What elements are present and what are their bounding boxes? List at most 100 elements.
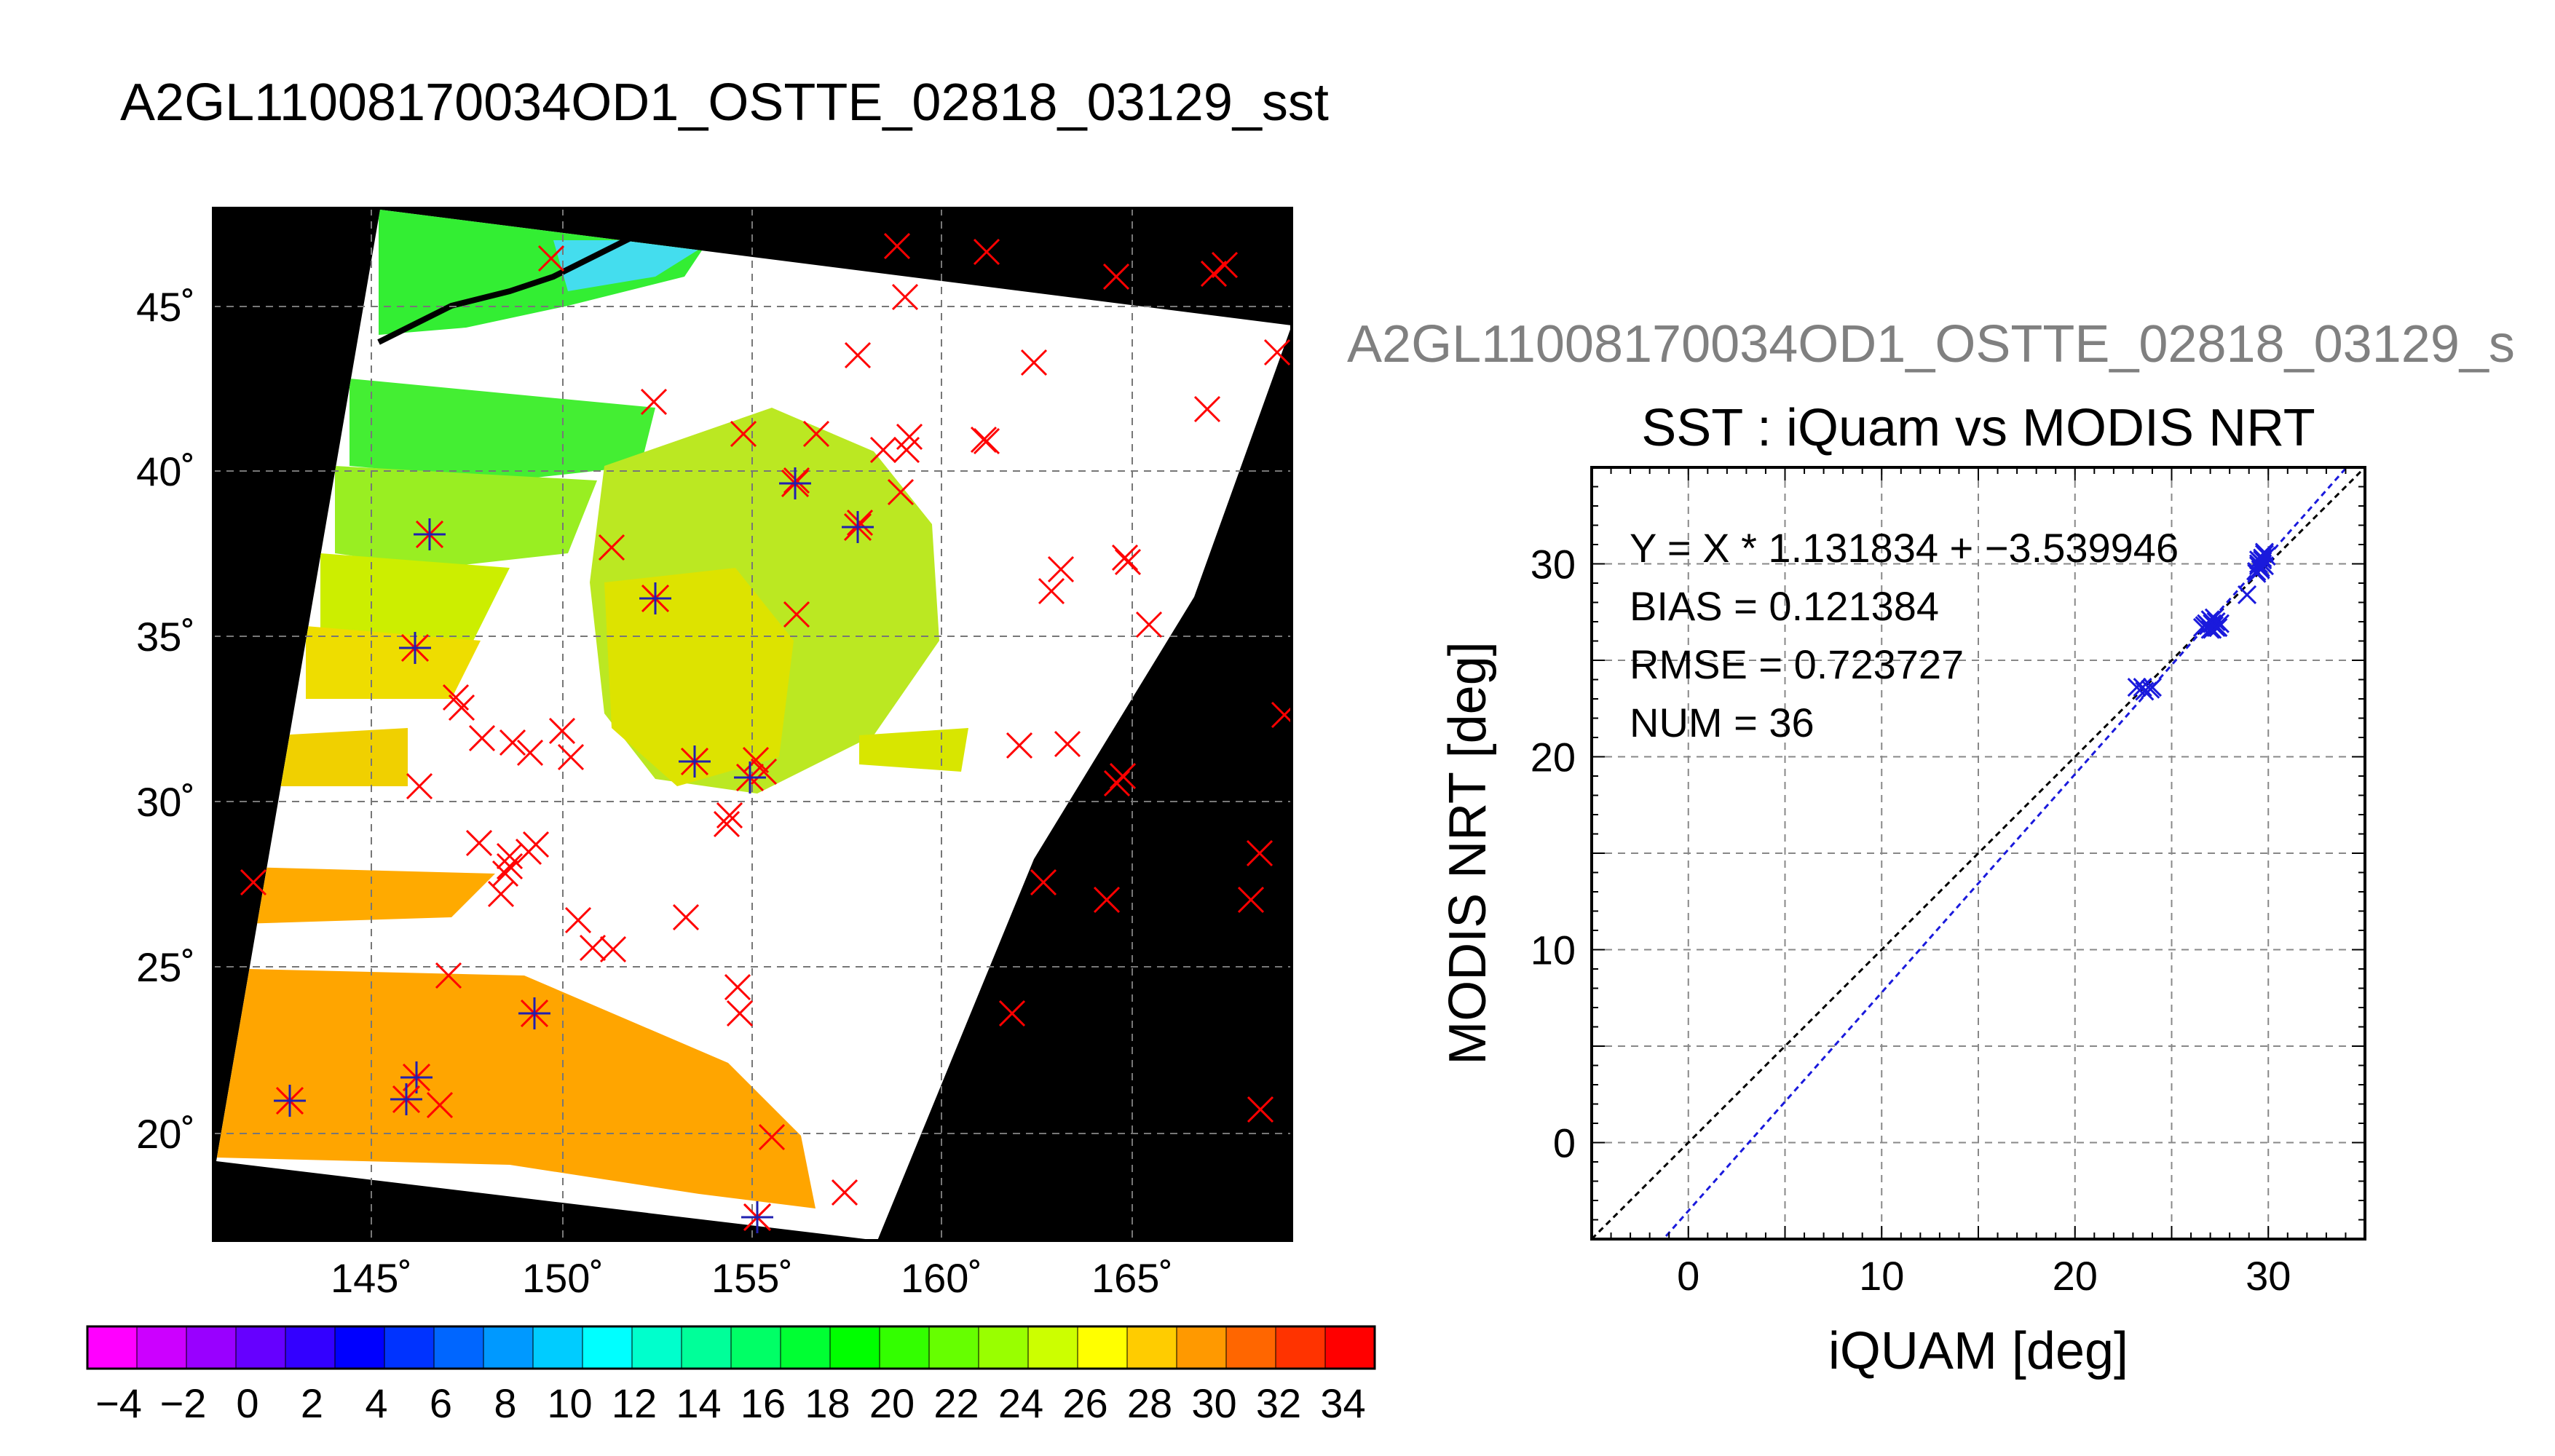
colorbar-tick-label: −2	[160, 1380, 207, 1426]
x-tick-label: 30	[2246, 1253, 2291, 1299]
sst-lightgreen-band	[335, 466, 597, 568]
bias-value: BIAS = 0.121384	[1630, 583, 1939, 629]
matchup-x-marker	[1263, 339, 1291, 366]
colorbar-cell	[532, 1326, 583, 1369]
map-axis-labels: 20˚ 25˚ 30˚ 35˚ 40˚ 45˚ 145˚ 150˚ 155˚ 160˚ 165˚	[136, 284, 1173, 1301]
sst-yellowgreen-band	[320, 553, 510, 641]
colorbar-cell	[631, 1326, 682, 1369]
matchup-x-marker	[598, 534, 625, 561]
matchup-x-marker	[724, 973, 751, 1001]
matchup-x-marker	[716, 802, 743, 829]
lat-tick-label: 40˚	[136, 448, 195, 494]
matchup-x-marker	[973, 427, 1000, 455]
colorbar-cell	[928, 1326, 979, 1369]
matchup-x-marker	[726, 1000, 754, 1027]
matchup-x-marker	[435, 962, 462, 989]
scatter-title: SST : iQuam vs MODIS NRT	[1641, 399, 2315, 457]
sst-green-band	[350, 379, 655, 480]
colorbar-cell	[1275, 1326, 1326, 1369]
matchup-star-marker	[399, 632, 431, 664]
matchup-x-marker	[1103, 769, 1131, 797]
matchup-x-marker	[672, 903, 700, 931]
colorbar-tick-label: 12	[612, 1380, 657, 1426]
matchup-x-marker	[1211, 251, 1239, 279]
matchup-x-marker	[640, 388, 668, 416]
colorbar-tick-label: 22	[933, 1380, 979, 1426]
matchup-x-marker	[515, 838, 542, 866]
matchup-x-marker	[499, 729, 526, 756]
matchup-x-marker	[1114, 548, 1142, 576]
matchup-x-marker	[831, 1179, 858, 1206]
matchup-x-marker	[496, 852, 524, 880]
lat-tick-label: 35˚	[136, 614, 195, 660]
matchup-star-marker	[390, 1083, 422, 1115]
matchup-x-marker	[883, 232, 911, 260]
matchup-x-marker	[579, 934, 607, 962]
matchup-x-marker	[998, 1000, 1026, 1027]
colorbar-cell	[681, 1326, 732, 1369]
matchup-x-marker	[1271, 701, 1292, 729]
colorbar-cell	[433, 1326, 484, 1369]
colorbar-tick-label: 18	[805, 1380, 850, 1426]
lon-tick-label: 150˚	[522, 1255, 604, 1301]
scatter-point	[2206, 617, 2226, 638]
lon-tick-label: 165˚	[1091, 1255, 1173, 1301]
matchup-star-marker	[518, 997, 550, 1029]
matchup-x-marker	[1054, 730, 1081, 758]
matchup-x-marker	[713, 810, 741, 838]
colorbar-cell	[1225, 1326, 1276, 1369]
matchup-x-marker	[1030, 869, 1057, 896]
colorbar-tick-label: 6	[430, 1380, 452, 1426]
colorbar-tick-label: 32	[1256, 1380, 1301, 1426]
matchup-markers	[240, 232, 1292, 1233]
lat-tick-label: 30˚	[136, 779, 195, 825]
scatter-point	[2251, 558, 2270, 577]
colorbar-cell	[1027, 1326, 1078, 1369]
colorbar-labels: −4 −2 0 2 4 6 8 10 12 14 16 18 20 22 24 26 28 30 32 34	[95, 1380, 1366, 1426]
stats-annotations: Y = X * 1.131834 + −3.539946 BIAS = 0.12…	[1630, 525, 2179, 745]
scatter-point	[2195, 616, 2214, 636]
lon-tick-label: 145˚	[331, 1255, 412, 1301]
colorbar-tick-label: 2	[301, 1380, 323, 1426]
matchup-x-marker	[758, 1123, 786, 1151]
matchup-x-marker	[750, 758, 778, 786]
colorbar-cell	[730, 1326, 781, 1369]
colorbar-tick-label: 28	[1127, 1380, 1172, 1426]
matchup-x-marker	[742, 746, 770, 774]
colorbar-cell	[136, 1326, 187, 1369]
matchup-x-marker	[1093, 886, 1121, 914]
matchup-x-marker	[468, 724, 496, 752]
matchup-x-marker	[487, 880, 515, 908]
colorbar-cell	[1324, 1326, 1375, 1369]
scatter-point	[2135, 681, 2155, 701]
matchup-x-marker	[406, 772, 433, 800]
matchup-star-marker	[639, 582, 671, 614]
scatter-point	[2200, 620, 2220, 639]
x-tick-label: 0	[1677, 1253, 1699, 1299]
matchup-star-marker	[400, 1061, 433, 1093]
colorbar-tick-label: 16	[741, 1380, 786, 1426]
sst-south-orange	[216, 968, 816, 1208]
main-title: A2GL11008170034OD1_OSTTE_02818_03129_sst	[120, 74, 1329, 132]
colorbar-tick-label: 24	[998, 1380, 1043, 1426]
map-grid	[213, 208, 1292, 1241]
lon-tick-label: 160˚	[901, 1255, 982, 1301]
y-axis-label: MODIS NRT [deg]	[1439, 641, 1497, 1065]
matchup-x-marker	[1047, 555, 1075, 583]
y-tick-label: 20	[1531, 735, 1576, 780]
matchup-star-marker	[734, 761, 766, 794]
colorbar-cell	[1077, 1326, 1128, 1369]
x-tick-label: 20	[2053, 1253, 2098, 1299]
colorbar-cell	[1176, 1326, 1227, 1369]
scatter-grid	[1592, 467, 2365, 1239]
colorbar-cell	[87, 1326, 138, 1369]
scatter-lines	[1592, 467, 2365, 1239]
map-frame	[212, 207, 1293, 1242]
colorbar-cell	[829, 1326, 880, 1369]
matchup-x-marker	[1246, 839, 1273, 867]
colorbar-frame	[86, 1325, 1376, 1370]
colorbar-cell	[582, 1326, 633, 1369]
